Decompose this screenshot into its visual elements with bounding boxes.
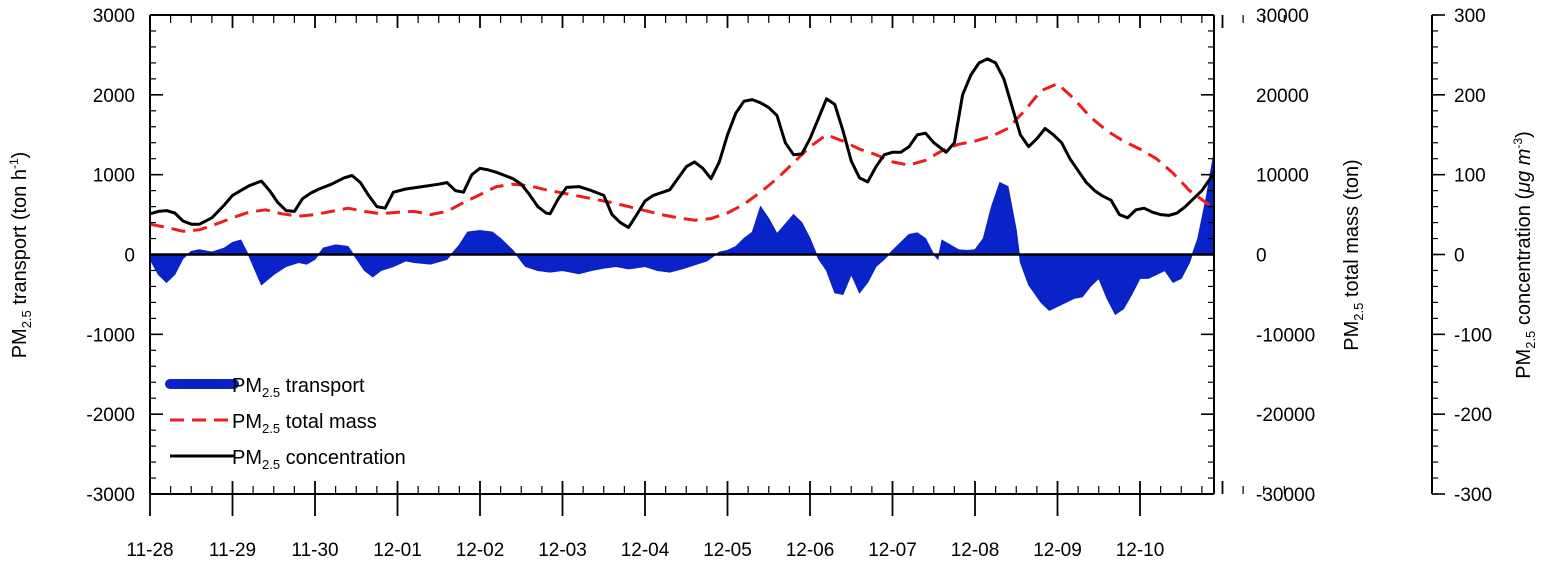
right-axis-1-tick-label: 0 <box>1256 246 1267 267</box>
right-axis-2-label: PM2.5 concentration (μg m-3) <box>1511 131 1538 379</box>
right-axis-1-tick-label: -20000 <box>1256 405 1315 426</box>
left-axis-tick-label: -1000 <box>86 325 135 346</box>
x-tick-label: 11-29 <box>209 540 256 561</box>
x-tick-label: 11-28 <box>126 540 173 561</box>
right-axis-1-tick-label: 10000 <box>1256 166 1309 187</box>
legend-item-transport: PM2.5 transport <box>165 375 365 400</box>
right-axis-2-tick-label: -100 <box>1454 325 1492 346</box>
x-tick-label: 12-03 <box>538 540 587 561</box>
axes-layer: 3000200010000-1000-2000-3000300002000010… <box>86 6 1492 561</box>
left-axis-tick-label: -3000 <box>86 485 135 506</box>
x-tick-label: 12-02 <box>456 540 505 561</box>
left-axis-tick-label: 2000 <box>93 86 135 107</box>
legend-item-concentration: PM2.5 concentration <box>170 447 406 472</box>
right-axis-1-tick-label: 20000 <box>1256 86 1309 107</box>
transport-area <box>150 149 1214 316</box>
legend-label-transport: PM2.5 transport <box>232 375 365 400</box>
x-tick-label: 12-01 <box>373 540 422 561</box>
x-tick-label: 12-04 <box>621 540 670 561</box>
right-axis-2-tick-label: 200 <box>1454 86 1486 107</box>
x-tick-label: 11-30 <box>291 540 338 561</box>
x-tick-label: 12-09 <box>1033 540 1082 561</box>
legend: PM2.5 transport PM2.5 total mass PM2.5 c… <box>165 375 406 472</box>
legend-label-total-mass: PM2.5 total mass <box>232 411 377 436</box>
left-axis-tick-label: 3000 <box>93 6 135 27</box>
right-axis-1-tick-label: 30000 <box>1256 6 1309 27</box>
left-axis-label: PM2.5 transport (ton h-1) <box>7 152 34 359</box>
left-axis-tick-label: 0 <box>124 246 135 267</box>
x-tick-label: 12-06 <box>786 540 835 561</box>
left-axis-tick-label: 1000 <box>93 166 135 187</box>
concentration-line <box>150 57 1214 229</box>
x-tick-label: 12-10 <box>1116 540 1165 561</box>
right-axis-2-tick-label: 100 <box>1454 166 1486 187</box>
right-axis-2-tick-label: 300 <box>1454 6 1486 27</box>
x-tick-label: 12-07 <box>868 540 917 561</box>
right-axis-2-tick-label: -200 <box>1454 405 1492 426</box>
left-axis-tick-label: -2000 <box>86 405 135 426</box>
x-tick-label: 12-05 <box>703 540 752 561</box>
right-axis-2-tick-label: -300 <box>1454 485 1492 506</box>
right-axis-1-tick-label: -10000 <box>1256 325 1315 346</box>
right-axis-2-tick-label: 0 <box>1454 246 1465 267</box>
legend-label-concentration: PM2.5 concentration <box>232 447 406 472</box>
legend-item-total-mass: PM2.5 total mass <box>170 411 377 436</box>
right-axis-1-label: PM2.5 total mass (ton) <box>1341 159 1366 350</box>
right-axis-1-tick-label: -30000 <box>1256 485 1315 506</box>
x-tick-label: 12-08 <box>951 540 1000 561</box>
series-layer <box>150 57 1214 316</box>
